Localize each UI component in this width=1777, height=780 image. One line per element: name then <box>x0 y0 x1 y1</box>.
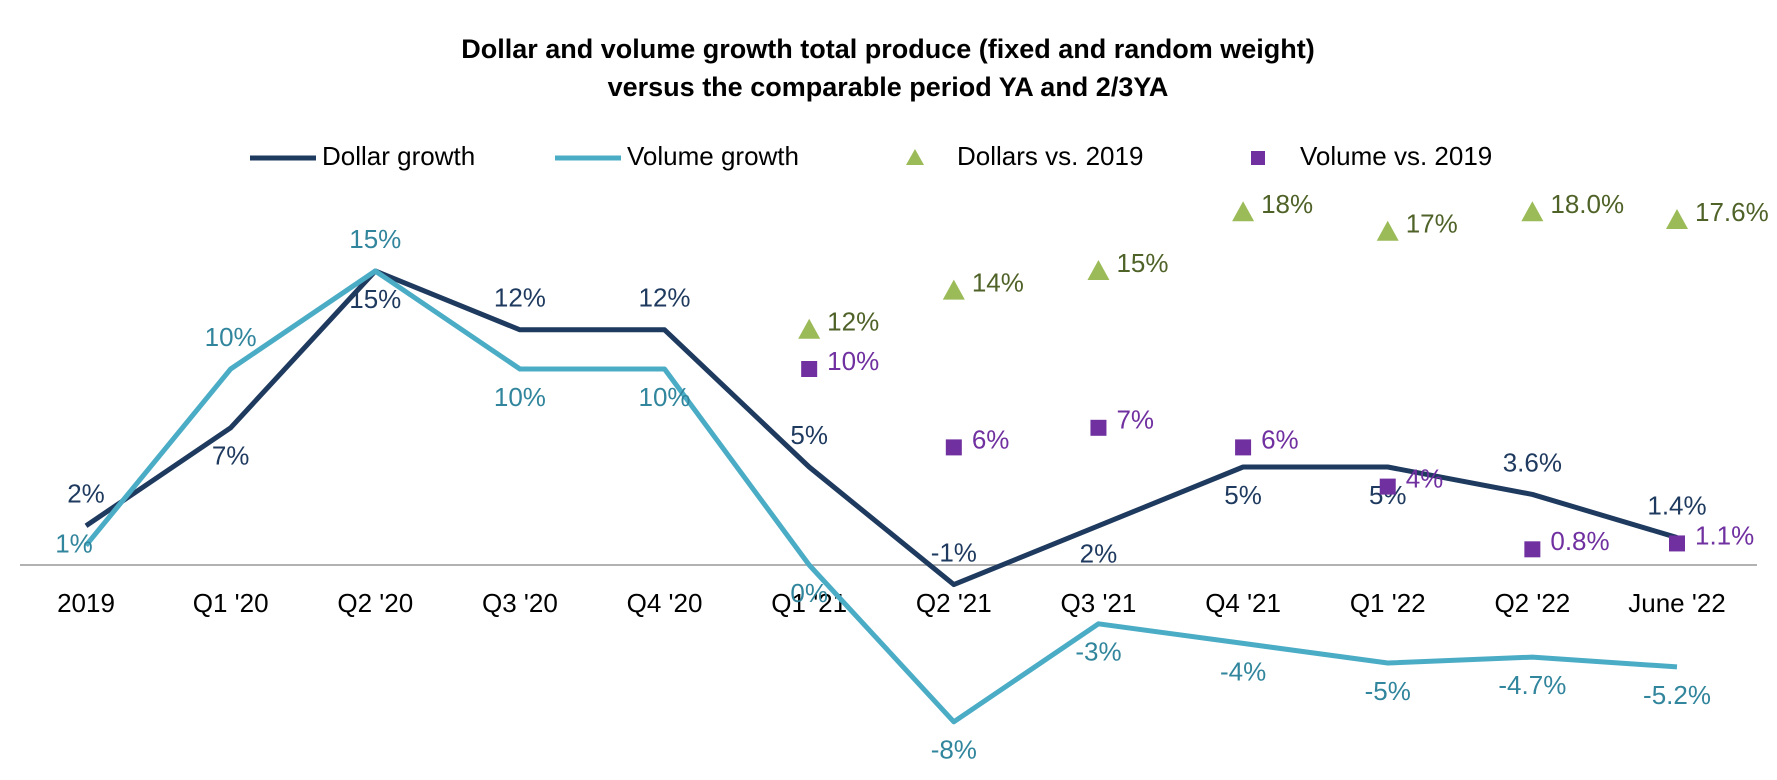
data-label: 17% <box>1406 209 1458 239</box>
square-marker <box>1524 541 1541 558</box>
x-tick-label: 2019 <box>57 588 115 618</box>
triangle-marker <box>1666 209 1688 230</box>
x-tick-label: Q4 '20 <box>627 588 703 618</box>
legend-label: Volume growth <box>627 141 799 171</box>
data-label: 3.6% <box>1503 447 1562 477</box>
data-label: 10% <box>205 322 257 352</box>
data-label: -3% <box>1075 637 1121 667</box>
data-label: 14% <box>972 267 1024 297</box>
data-label: 18.0% <box>1550 189 1624 219</box>
data-label: -4.7% <box>1498 670 1566 700</box>
data-label: 5% <box>1224 480 1262 510</box>
x-tick-label: Q4 '21 <box>1205 588 1281 618</box>
square-marker <box>1235 439 1252 456</box>
series-line <box>84 268 1678 588</box>
data-label: 10% <box>827 346 879 376</box>
data-label: 7% <box>212 441 250 471</box>
legend-marker <box>1251 151 1265 165</box>
x-tick-label: Q3 '21 <box>1061 588 1137 618</box>
chart-title: Dollar and volume growth total produce (… <box>461 34 1315 64</box>
data-label: 1.4% <box>1647 490 1706 520</box>
data-label: 18% <box>1261 189 1313 219</box>
data-label: 5% <box>790 420 828 450</box>
data-label: 10% <box>639 382 691 412</box>
data-label: 12% <box>639 283 691 313</box>
triangle-marker <box>942 279 965 300</box>
triangle-marker <box>798 318 821 339</box>
square-marker <box>801 361 818 377</box>
data-label: 6% <box>1261 424 1299 454</box>
data-label: 15% <box>1116 248 1168 278</box>
x-tick-label: Q1 '20 <box>193 588 269 618</box>
x-tick-label: June '22 <box>1628 588 1726 618</box>
legend-label: Volume vs. 2019 <box>1300 141 1492 171</box>
data-label: 0.8% <box>1550 526 1609 556</box>
chart-subtitle: versus the comparable period YA and 2/3Y… <box>608 72 1169 102</box>
square-marker <box>1090 419 1107 436</box>
data-label: 15% <box>349 224 401 254</box>
data-label: -5% <box>1365 676 1411 706</box>
triangle-marker <box>1087 260 1110 280</box>
data-label: 17.6% <box>1695 197 1769 227</box>
data-label: -1% <box>931 537 977 567</box>
data-label: -8% <box>931 735 977 765</box>
data-label: 0% <box>790 578 828 608</box>
data-label: 15% <box>349 284 401 314</box>
x-tick-label: Q1 '22 <box>1350 588 1426 618</box>
triangle-marker <box>1376 220 1399 241</box>
square-marker <box>1379 478 1396 495</box>
data-label: 2% <box>67 479 105 509</box>
data-label: 10% <box>494 382 546 412</box>
data-label: 1.1% <box>1695 520 1754 550</box>
series-line <box>84 268 1678 725</box>
x-tick-label: Q3 '20 <box>482 588 558 618</box>
data-label: 6% <box>972 424 1010 454</box>
data-label: 12% <box>827 307 879 337</box>
square-marker <box>945 439 962 456</box>
data-label: 7% <box>1116 405 1154 435</box>
legend-marker <box>906 149 924 165</box>
data-label: 4% <box>1406 463 1444 493</box>
legend-label: Dollar growth <box>322 141 475 171</box>
x-tick-label: Q2 '20 <box>337 588 413 618</box>
data-label: -4% <box>1220 656 1266 686</box>
data-label: 1% <box>55 528 93 558</box>
data-label: -5.2% <box>1643 680 1711 710</box>
legend-label: Dollars vs. 2019 <box>957 141 1143 171</box>
triangle-marker <box>1521 201 1544 222</box>
triangle-marker <box>1232 201 1255 222</box>
x-tick-label: Q2 '22 <box>1494 588 1570 618</box>
square-marker <box>1669 535 1685 552</box>
x-tick-label: Q2 '21 <box>916 588 992 618</box>
data-label: 2% <box>1080 539 1118 569</box>
data-label: 12% <box>494 283 546 313</box>
